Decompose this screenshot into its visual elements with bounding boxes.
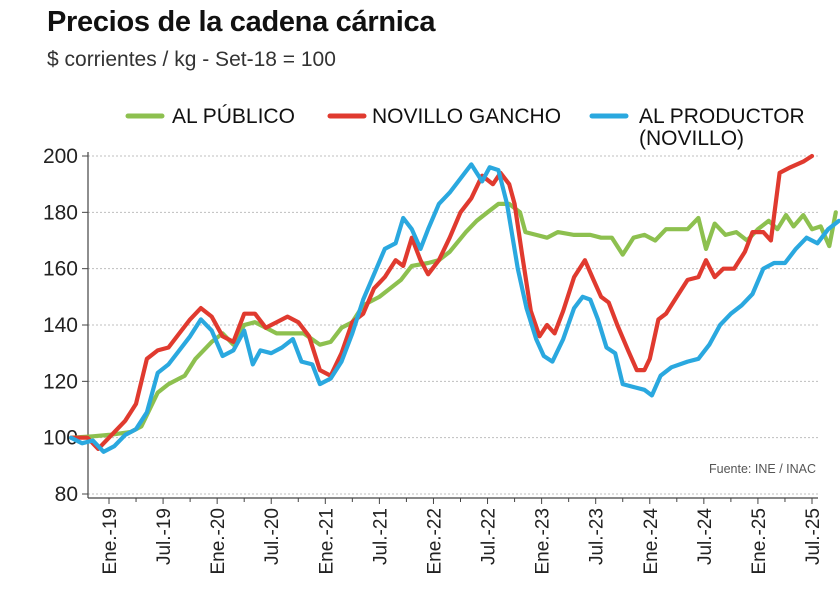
x-tick-label: Jul.-19 <box>154 508 175 565</box>
x-axis: Ene.-19 Jul.-19 Ene.-20 Jul.-20 Ene.-21 Jul.-… <box>88 497 824 575</box>
x-tick-label: Ene.-25 <box>749 508 770 575</box>
x-tick-label: Ene.-22 <box>424 508 445 575</box>
gridlines <box>88 155 818 495</box>
x-tick-label: Ene.-23 <box>533 508 554 575</box>
x-tick-label: Jul.-22 <box>479 508 500 565</box>
x-tick-label: Ene.-24 <box>641 508 662 575</box>
source-note: Fuente: INE / INAC <box>709 462 816 476</box>
x-tick-label: Jul.-25 <box>803 508 824 565</box>
chart-subtitle: $ corrientes / kg - Set-18 = 100 <box>47 48 336 71</box>
y-tick-label: 140 <box>43 314 78 337</box>
x-tick-label: Ene.-20 <box>208 508 229 575</box>
y-tick-label: 100 <box>43 427 78 450</box>
x-tick-label: Jul.-21 <box>370 508 391 565</box>
series-line-0 <box>69 201 838 440</box>
series-line-2 <box>69 162 840 454</box>
x-tick-label: Jul.-20 <box>262 508 283 565</box>
y-axis: 80 100 120 140 160 180 200 <box>43 145 89 506</box>
chart-title: Precios de la cadena cárnica <box>47 6 436 38</box>
y-tick-label: 80 <box>55 483 78 506</box>
legend-label: AL PRODUCTOR (NOVILLO) <box>639 105 805 150</box>
y-tick-label: 180 <box>43 201 78 224</box>
y-tick-label: 160 <box>43 258 78 281</box>
y-tick-label: 120 <box>43 370 78 393</box>
series-lines <box>69 153 840 454</box>
x-tick-label: Ene.-19 <box>100 508 121 575</box>
legend-label: NOVILLO GANCHO <box>372 105 561 128</box>
x-tick-label: Jul.-23 <box>587 508 608 565</box>
x-tick-label: Jul.-24 <box>695 508 716 565</box>
legend-label: AL PÚBLICO <box>172 105 295 128</box>
y-tick-label: 200 <box>43 145 78 168</box>
x-tick-label: Ene.-21 <box>316 508 337 575</box>
series-line-1 <box>69 153 815 451</box>
legend: AL PÚBLICO NOVILLO GANCHO AL PRODUCTOR (NOV… <box>125 105 805 150</box>
